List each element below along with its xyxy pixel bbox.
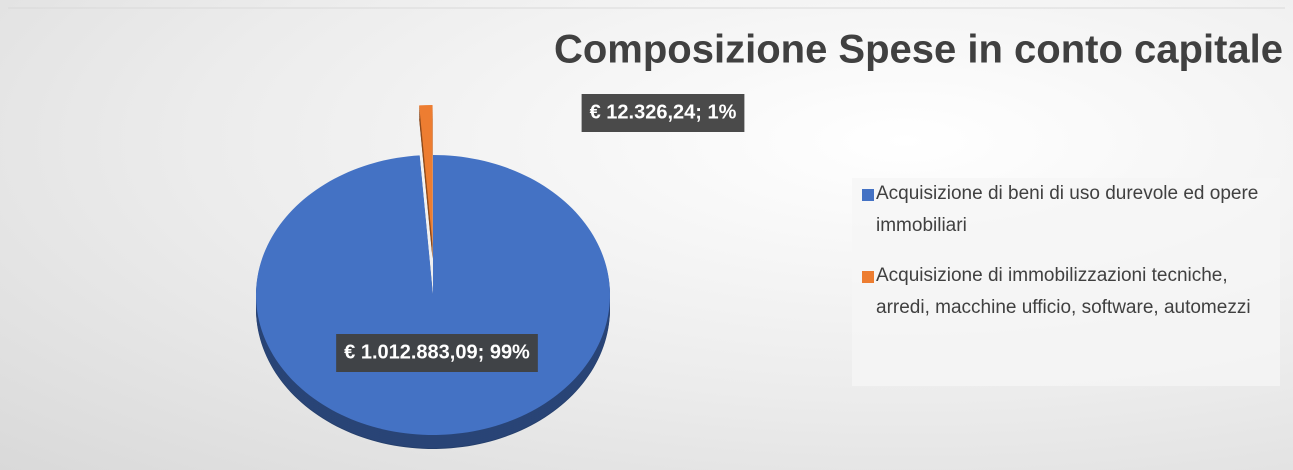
- slice: [419, 105, 433, 246]
- data-label-text: € 1.012.883,09; 99%: [344, 341, 530, 363]
- chart-title: Composizione Spese in conto capitale: [554, 28, 1283, 72]
- data-label-text: € 12.326,24; 1%: [590, 101, 737, 123]
- legend-entry: Acquisizione di beni di uso durevole ed …: [852, 178, 1266, 242]
- legend-label: Acquisizione di beni di uso durevole ed …: [876, 183, 1259, 236]
- data-label: € 12.326,24; 1%: [581, 94, 745, 132]
- data-label-box: [336, 334, 538, 372]
- legend-label: Acquisizione di immobilizzazioni tecnich…: [876, 265, 1251, 318]
- legend: Acquisizione di beni di uso durevole ed …: [852, 178, 1280, 386]
- legend-entry: Acquisizione di immobilizzazioni tecnich…: [852, 260, 1266, 324]
- slice: [256, 155, 611, 436]
- data-label-box: [581, 94, 745, 132]
- data-label: € 1.012.883,09; 99%: [336, 334, 538, 372]
- legend-swatch: [862, 271, 874, 283]
- legend-swatch: [862, 189, 874, 201]
